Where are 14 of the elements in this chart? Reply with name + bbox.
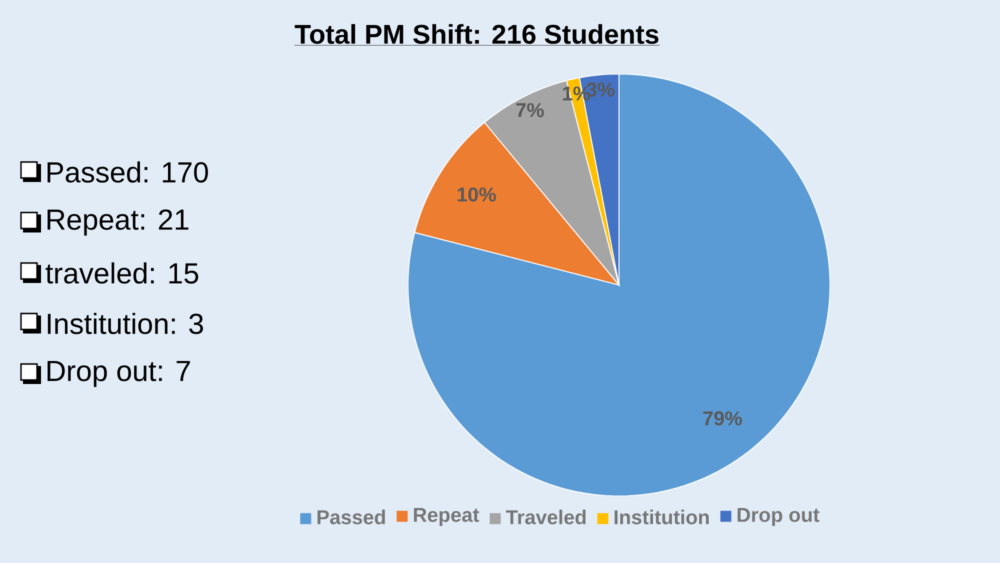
data-label: 79% <box>703 411 742 426</box>
legend-label: Repeat <box>414 508 480 526</box>
text: Institution: 3 <box>48 312 203 334</box>
legend-label: Traveled <box>506 510 586 524</box>
legend-label: Passed <box>318 510 385 524</box>
data-label: 7% <box>516 103 544 118</box>
legend-label: Drop out <box>738 508 820 526</box>
text: Passed: 170 <box>48 161 208 183</box>
data-label: 10% <box>458 187 496 202</box>
chart-title: Total PM Shift: 216 Students <box>294 24 658 44</box>
text: Drop out: 7 <box>48 361 190 387</box>
text: traveled: 15 <box>46 262 198 284</box>
legend-label: Institution <box>614 510 709 524</box>
text: Repeat: 21 <box>48 209 188 236</box>
